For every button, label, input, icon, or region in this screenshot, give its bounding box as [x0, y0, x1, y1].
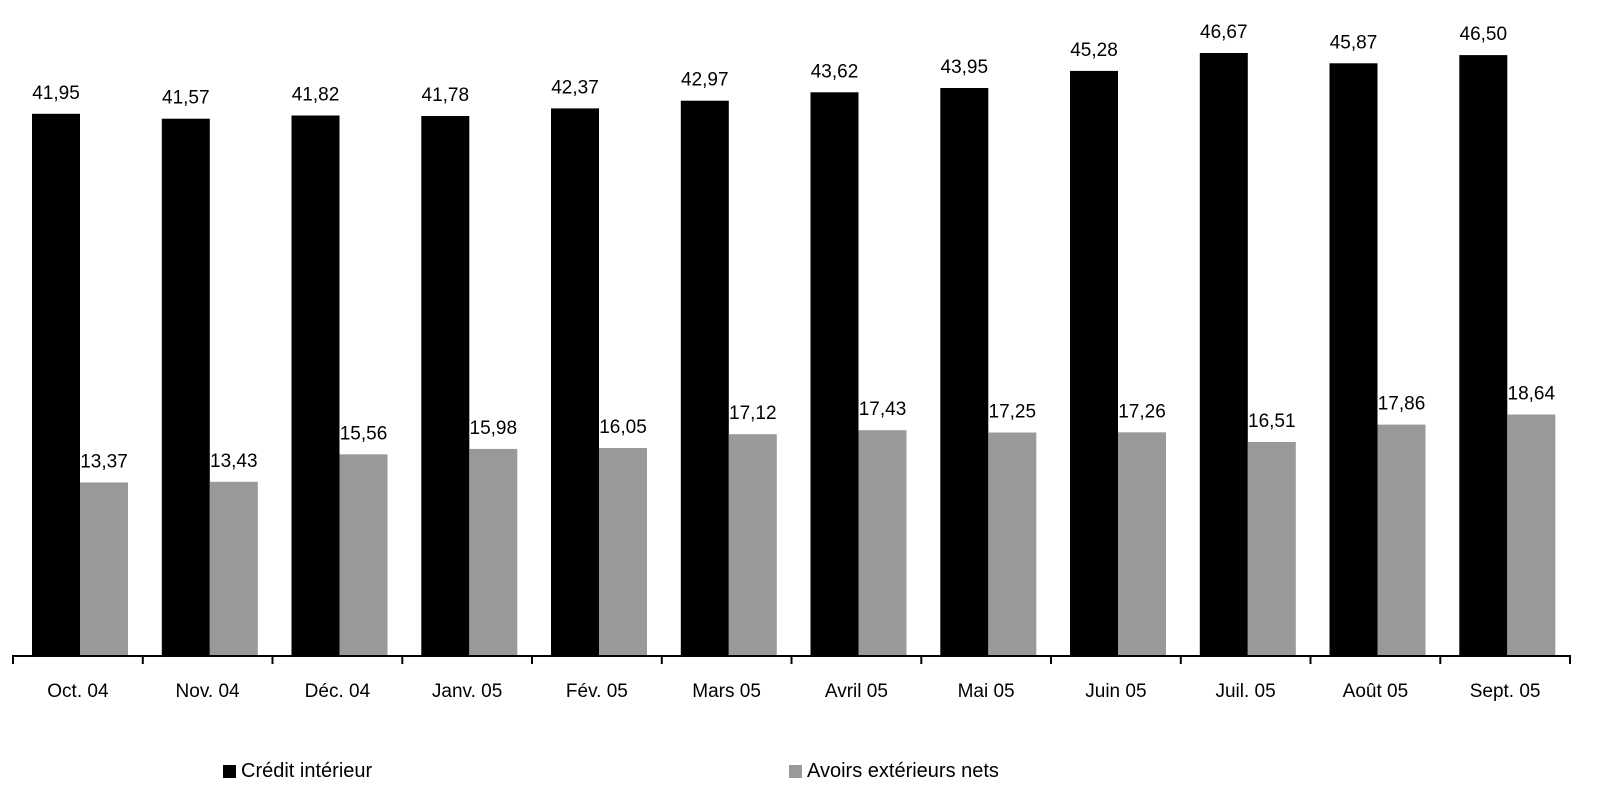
category-label-5: Fév. 05: [566, 681, 628, 702]
category-label-4: Janv. 05: [432, 681, 502, 702]
bar-series-1-3: [291, 115, 340, 655]
category-label-11: Août 05: [1343, 681, 1409, 702]
bars-layer: [32, 53, 1556, 656]
category-label-2: Nov. 04: [176, 681, 241, 702]
bar-series-2-7: [858, 430, 907, 655]
value-label-series-1-5: 42,37: [551, 77, 599, 98]
category-label-3: Déc. 04: [305, 681, 371, 702]
bar-series-2-6: [728, 434, 777, 655]
value-label-series-2-11: 17,86: [1378, 394, 1426, 415]
value-label-series-2-2: 13,43: [210, 451, 258, 472]
category-label-8: Mai 05: [958, 681, 1015, 702]
bar-series-2-11: [1377, 424, 1426, 655]
value-label-series-1-9: 45,28: [1070, 40, 1118, 61]
bar-series-1-11: [1329, 63, 1378, 656]
bar-series-2-2: [209, 481, 258, 655]
bar-series-2-3: [339, 454, 388, 655]
value-label-series-2-9: 17,26: [1118, 401, 1166, 422]
bar-series-1-10: [1199, 53, 1248, 655]
value-label-series-2-8: 17,25: [989, 402, 1037, 423]
category-label-1: Oct. 04: [47, 681, 109, 702]
x-axis-ticks: [12, 655, 1571, 664]
bar-series-1-7: [810, 92, 859, 656]
legend-swatch-series-1: [223, 765, 236, 778]
value-label-series-2-1: 13,37: [80, 452, 128, 473]
legend-item-series-2: Avoirs extérieurs nets: [789, 760, 999, 783]
legend-label-series-1: Crédit intérieur: [241, 760, 373, 782]
category-label-6: Mars 05: [692, 681, 761, 702]
legend-label-series-2: Avoirs extérieurs nets: [807, 760, 999, 782]
x-axis-category-labels: Oct. 04 Nov. 04 Déc. 04 Janv. 05 Fév. 05 Mars…: [47, 681, 1540, 702]
value-label-series-1-10: 46,67: [1200, 22, 1248, 43]
value-label-series-1-7: 43,62: [811, 61, 859, 82]
bar-series-1-12: [1459, 55, 1508, 656]
value-label-series-1-11: 45,87: [1330, 32, 1378, 53]
value-label-series-1-12: 46,50: [1460, 24, 1508, 45]
value-label-series-2-6: 17,12: [729, 403, 777, 424]
legend-item-series-1: Crédit intérieur: [223, 760, 372, 783]
bar-series-2-1: [80, 482, 128, 655]
value-label-series-2-4: 15,98: [470, 418, 518, 439]
value-label-series-2-12: 18,64: [1508, 384, 1556, 405]
bar-series-2-10: [1247, 442, 1296, 655]
value-label-series-1-1: 41,95: [32, 83, 80, 104]
bar-series-1-6: [680, 100, 729, 655]
bar-series-2-12: [1507, 414, 1556, 655]
value-label-series-2-10: 16,51: [1248, 411, 1296, 432]
value-label-series-1-3: 41,82: [292, 85, 340, 106]
bar-series-2-9: [1118, 432, 1166, 655]
bar-series-2-8: [988, 432, 1037, 655]
bar-series-2-5: [599, 448, 647, 655]
value-labels-layer: 41,95 13,37 41,57 13,43 41,82 15,56 41,78 15,98…: [32, 22, 1555, 473]
value-label-series-1-6: 42,97: [681, 70, 729, 91]
value-label-series-2-7: 17,43: [859, 399, 907, 420]
bar-series-2-4: [469, 448, 518, 655]
value-label-series-1-4: 41,78: [422, 85, 470, 106]
category-label-9: Juin 05: [1085, 681, 1146, 702]
bar-series-1-5: [551, 108, 599, 655]
category-label-10: Juil. 05: [1215, 681, 1275, 702]
value-label-series-1-2: 41,57: [162, 88, 210, 109]
legend-swatch-series-2: [789, 765, 802, 778]
category-label-7: Avril 05: [825, 681, 888, 702]
bar-series-1-4: [421, 116, 470, 655]
category-label-12: Sept. 05: [1470, 681, 1541, 702]
value-label-series-2-3: 15,56: [340, 423, 388, 444]
value-label-series-1-8: 43,95: [941, 57, 989, 78]
bar-series-1-1: [32, 113, 80, 656]
bar-series-1-9: [1070, 70, 1118, 655]
value-label-series-2-5: 16,05: [599, 417, 647, 438]
bar-series-1-8: [940, 88, 989, 655]
bar-series-1-2: [161, 118, 210, 655]
